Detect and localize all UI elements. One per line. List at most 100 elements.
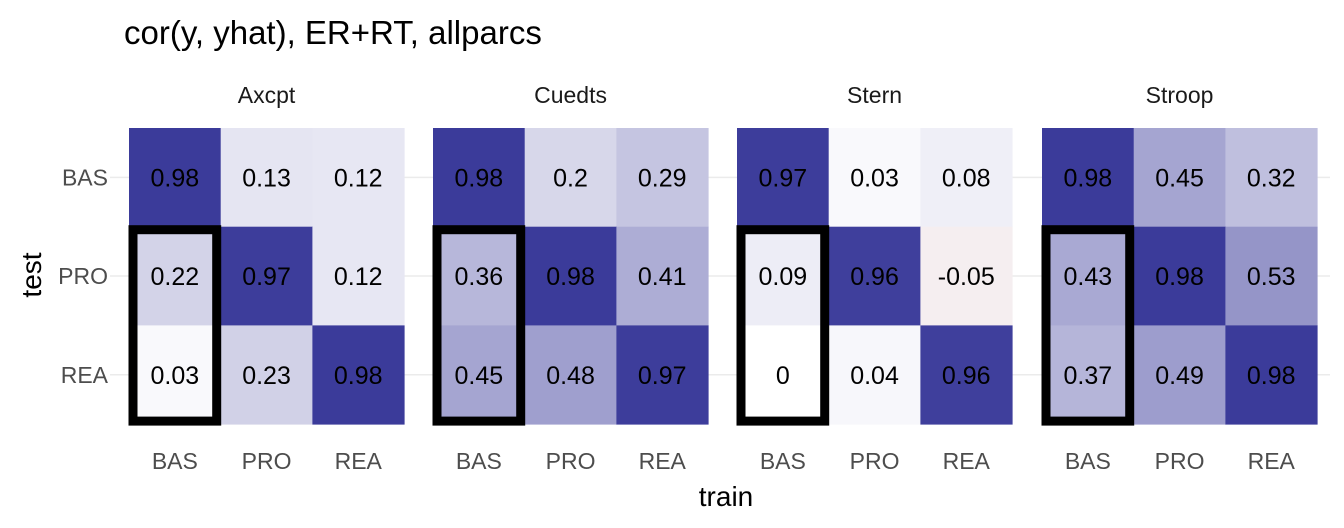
heatmap-cell: [920, 226, 1013, 326]
heatmap-cell: [129, 128, 222, 228]
heatmap-cell: [524, 226, 617, 326]
cell-value-label: 0.36: [455, 263, 504, 291]
heatmap-cell: [129, 226, 222, 326]
x-tick-label: PRO: [242, 448, 292, 474]
x-tick-label: REA: [335, 448, 383, 474]
cell-value-label: 0.45: [455, 362, 504, 390]
heatmap-cell: [1225, 128, 1318, 228]
heatmap-cell: [524, 128, 617, 228]
chart-title: cor(y, yhat), ER+RT, allparcs: [124, 14, 542, 51]
heatmap-cell: [737, 128, 830, 228]
heatmap-cell: [737, 325, 830, 425]
cell-value-label: 0.37: [1064, 362, 1113, 390]
heatmap-cell: [129, 325, 222, 425]
x-tick-label: BAS: [152, 448, 198, 474]
cell-value-label: 0.41: [638, 263, 687, 291]
heatmap-cell: [1133, 226, 1226, 326]
x-tick-label: REA: [639, 448, 687, 474]
cell-value-label: 0.98: [334, 362, 383, 390]
cell-value-label: 0.23: [242, 362, 291, 390]
cell-value-label: -0.05: [938, 263, 995, 291]
cell-value-label: 0.98: [546, 263, 595, 291]
heatmap-cell: [920, 325, 1013, 425]
y-axis-title: test: [16, 252, 47, 297]
cell-value-label: 0.32: [1247, 164, 1296, 192]
x-tick-label: BAS: [760, 448, 806, 474]
heatmap-cell: [433, 226, 526, 326]
heatmap-cell: [312, 325, 405, 425]
heatmap-cell: [1042, 325, 1135, 425]
facet-strip-label: Axcpt: [238, 82, 296, 108]
cell-value-label: 0.12: [334, 164, 383, 192]
facet-panel-stern: Stern 0.97 0.03 0.08 0.09 0.96 -0.05 0 0.04 0.96 B…: [736, 82, 1013, 474]
cell-value-label: 0.09: [759, 263, 808, 291]
x-tick-label: REA: [1248, 448, 1296, 474]
heatmap-cell: [828, 226, 921, 326]
x-tick-label: BAS: [1065, 448, 1111, 474]
heatmap-cell: [433, 128, 526, 228]
highlight-box: [736, 225, 830, 426]
heatmap-cell: [220, 325, 313, 425]
x-tick-label: REA: [943, 448, 991, 474]
cell-value-label: 0.08: [942, 164, 991, 192]
heatmap-cell: [524, 325, 617, 425]
cell-value-label: 0.2: [553, 164, 588, 192]
facet-panel-stroop: Stroop 0.98 0.45 0.32 0.43 0.98 0.53 0.37 0.49 0.…: [1041, 82, 1318, 474]
cell-value-label: 0.29: [638, 164, 687, 192]
cell-value-label: 0.97: [759, 164, 808, 192]
cell-value-label: 0.53: [1247, 263, 1296, 291]
x-tick-label: PRO: [546, 448, 596, 474]
cell-value-label: 0.43: [1064, 263, 1113, 291]
cell-value-label: 0.12: [334, 263, 383, 291]
cell-value-label: 0.98: [455, 164, 504, 192]
heatmap-cell: [433, 325, 526, 425]
heatmap-cell: [312, 128, 405, 228]
cell-value-label: 0.49: [1155, 362, 1204, 390]
heatmap-cell: [616, 325, 709, 425]
cell-value-label: 0: [776, 362, 790, 390]
facet-panel-cuedts: Cuedts 0.98 0.2 0.29 0.36 0.98 0.41 0.45 0.48 0.9…: [432, 82, 709, 474]
cell-value-label: 0.04: [850, 362, 899, 390]
cell-value-label: 0.13: [242, 164, 291, 192]
highlight-box: [128, 225, 222, 426]
facet-strip-label: Stern: [847, 82, 902, 108]
x-axis-title: train: [699, 481, 753, 512]
heatmap-cell: [1133, 128, 1226, 228]
y-tick-label: REA: [61, 362, 109, 388]
x-tick-label: BAS: [456, 448, 502, 474]
cell-value-label: 0.03: [151, 362, 200, 390]
cell-value-label: 0.97: [638, 362, 687, 390]
cell-value-label: 0.96: [850, 263, 899, 291]
cell-value-label: 0.48: [546, 362, 595, 390]
cell-value-label: 0.98: [1155, 263, 1204, 291]
heatmap-cell: [737, 226, 830, 326]
cell-value-label: 0.03: [850, 164, 899, 192]
cell-value-label: 0.98: [1064, 164, 1113, 192]
facet-strip-label: Cuedts: [534, 82, 607, 108]
cell-value-label: 0.22: [151, 263, 200, 291]
heatmap-cell: [312, 226, 405, 326]
cell-value-label: 0.97: [242, 263, 291, 291]
heatmap-cell: [220, 226, 313, 326]
heatmap-cell: [1133, 325, 1226, 425]
highlight-box: [1041, 225, 1135, 426]
heatmap-cell: [828, 128, 921, 228]
heatmap-cell: [220, 128, 313, 228]
facet-panels: Axcpt 0.98 0.13 0.12 0.22 0.97 0.12 0.03 0.23 0.9…: [58, 82, 1330, 474]
cell-value-label: 0.98: [151, 164, 200, 192]
heatmap-cell: [920, 128, 1013, 228]
cell-value-label: 0.45: [1155, 164, 1204, 192]
heatmap-cell: [1042, 128, 1135, 228]
facet-panel-axcpt: Axcpt 0.98 0.13 0.12 0.22 0.97 0.12 0.03 0.23 0.9…: [128, 82, 405, 474]
heatmap-cell: [616, 128, 709, 228]
cell-value-label: 0.96: [942, 362, 991, 390]
highlight-box: [432, 225, 526, 426]
heatmap-cell: [1042, 226, 1135, 326]
heatmap-cell: [828, 325, 921, 425]
y-tick-label: PRO: [58, 263, 108, 289]
facet-strip-label: Stroop: [1146, 82, 1214, 108]
cell-value-label: 0.98: [1247, 362, 1296, 390]
y-tick-label: BAS: [62, 164, 108, 190]
heatmap-cell: [616, 226, 709, 326]
